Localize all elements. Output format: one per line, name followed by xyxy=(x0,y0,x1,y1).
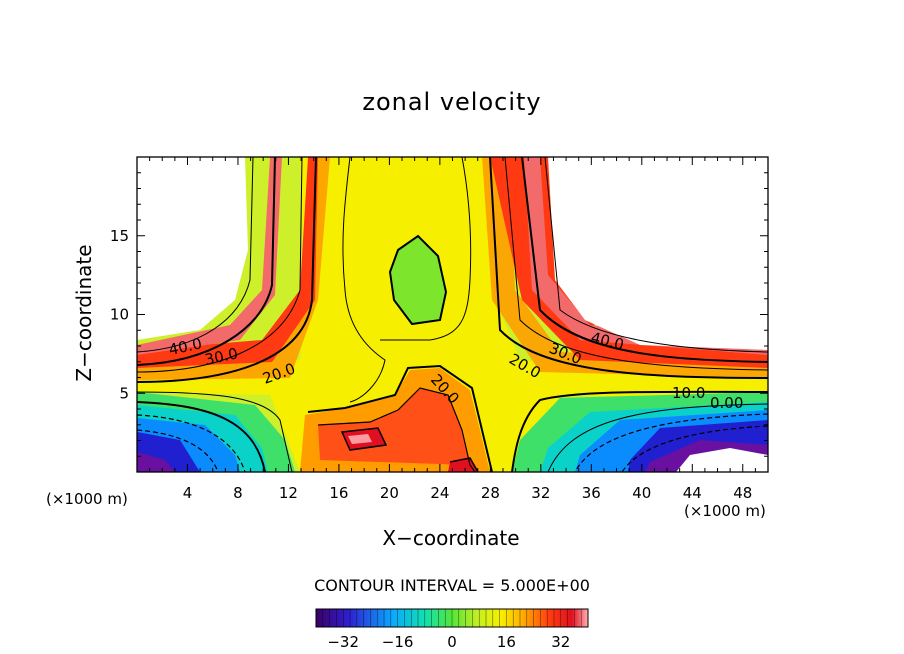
field-white-top-left xyxy=(137,157,248,340)
field-pink-right xyxy=(515,157,768,355)
colorbar-tick-label: 32 xyxy=(551,633,570,651)
contour-line-15-inner-left xyxy=(342,157,386,403)
contour-line-40-left xyxy=(137,157,254,353)
x-tick-label: 36 xyxy=(582,484,601,502)
contour-line-20-low-center xyxy=(317,387,476,472)
x-unit-label-right: (×1000 m) xyxy=(684,502,766,520)
contour-line-core-2 xyxy=(449,457,479,472)
contour-line-core xyxy=(340,427,388,451)
contour-line-25-low-center xyxy=(307,364,493,472)
x-tick-label: 24 xyxy=(430,484,449,502)
contour-line-5-left xyxy=(137,401,266,472)
x-tick-label: 12 xyxy=(279,484,298,502)
x-tick-label: 48 xyxy=(733,484,752,502)
y-tick-label: 15 xyxy=(110,227,129,245)
contour-lines xyxy=(137,157,768,472)
y-axis-ticks: 5 10 15 xyxy=(110,172,768,457)
contour-line-neg-left-2 xyxy=(137,429,219,472)
field-white-top-right xyxy=(548,157,768,350)
x-tick-label: 44 xyxy=(683,484,702,502)
colorbar-tick-label: −32 xyxy=(327,633,359,651)
contour-line-10-left xyxy=(137,391,293,472)
colorbar-tick-label: −16 xyxy=(382,633,414,651)
contour-line-25-right xyxy=(504,157,768,371)
x-axis-label: X−coordinate xyxy=(382,526,520,550)
contour-line-15-inner-right xyxy=(380,157,472,341)
contour-line-5-right xyxy=(547,403,768,472)
contour-line-40-right xyxy=(544,157,768,353)
field-white-low-right xyxy=(676,448,768,472)
contour-line-20-left xyxy=(137,157,317,383)
x-tick-label: 28 xyxy=(481,484,500,502)
colorbar-ticks: −32 −16 0 16 32 xyxy=(315,609,589,651)
contour-label: 10.0 xyxy=(672,384,705,402)
y-tick-label: 5 xyxy=(119,384,129,402)
x-axis-ticks: 4 8 12 16 20 24 28 32 36 40 44 48 xyxy=(149,157,756,502)
x-tick-label: 8 xyxy=(233,484,243,502)
contour-line-green-blob xyxy=(388,234,448,326)
contour-line-20-right xyxy=(489,157,768,379)
contour-line-neg-left-1 xyxy=(137,414,246,472)
x-tick-label: 32 xyxy=(531,484,550,502)
chart-title: zonal velocity xyxy=(362,88,542,116)
x-unit-label-left: (×1000 m) xyxy=(46,490,128,508)
contour-label: 0.00 xyxy=(710,394,743,412)
x-tick-label: 40 xyxy=(632,484,651,502)
contour-line-25-left xyxy=(137,157,303,373)
colorbar-tick-label: 0 xyxy=(447,633,457,651)
field-green-blob xyxy=(390,236,446,324)
contour-line-30-right xyxy=(521,157,768,363)
contour-interval-label: CONTOUR INTERVAL = 5.000E+00 xyxy=(314,576,590,595)
contour-line-neg-right-1 xyxy=(574,413,768,472)
field-pink-core xyxy=(348,434,372,444)
field-purple-low-left xyxy=(137,452,175,472)
contour-line-10-right xyxy=(511,390,768,472)
x-tick-label: 4 xyxy=(183,484,193,502)
contour-line-neg-right-2 xyxy=(621,425,768,472)
colorbar-tick-label: 16 xyxy=(497,633,516,651)
x-tick-label: 20 xyxy=(380,484,399,502)
x-tick-label: 16 xyxy=(329,484,348,502)
y-tick-label: 10 xyxy=(110,306,129,324)
contour-line-30-left xyxy=(137,157,276,366)
